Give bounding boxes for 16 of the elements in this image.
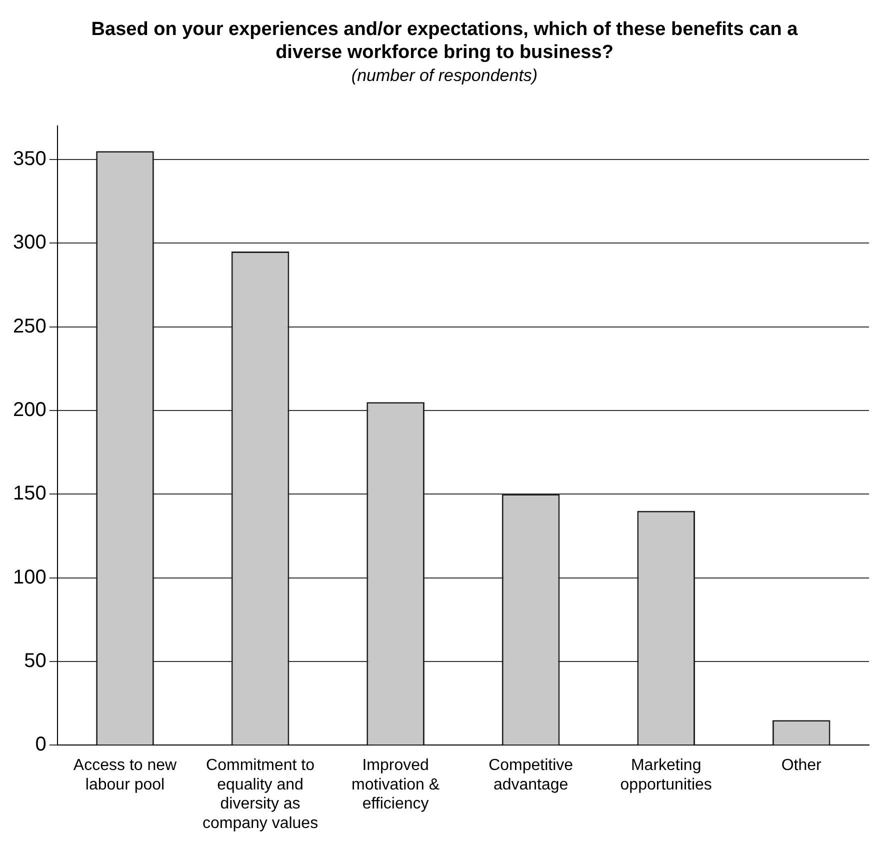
x-tick-label: Commitment to equality and diversity as company values (202, 757, 318, 832)
y-tick-label: 50 (24, 650, 46, 672)
y-tick-label: 350 (12, 148, 46, 170)
y-tick-label: 300 (12, 232, 46, 254)
x-tick-label: Other (781, 757, 822, 774)
y-tick-label: 200 (12, 399, 46, 422)
chart-subtitle: (number of respondents) (350, 66, 539, 86)
y-tick-label: 100 (12, 566, 46, 588)
y-tick-label: 250 (12, 315, 46, 338)
x-tick-label: Access to new labour pool (73, 757, 178, 794)
chart-title: Based on your experiences and/or expectations, which of these benefits can a diverse workforce bring to business? (90, 18, 799, 64)
x-tick-label: Competitive advantage (488, 757, 574, 794)
y-tick-label: 150 (12, 482, 46, 505)
y-tick-label: 0 (35, 734, 46, 756)
x-tick-label: Improved motivation & efficiency (352, 757, 440, 813)
x-tick-label: Marketing opportunities (620, 757, 712, 794)
